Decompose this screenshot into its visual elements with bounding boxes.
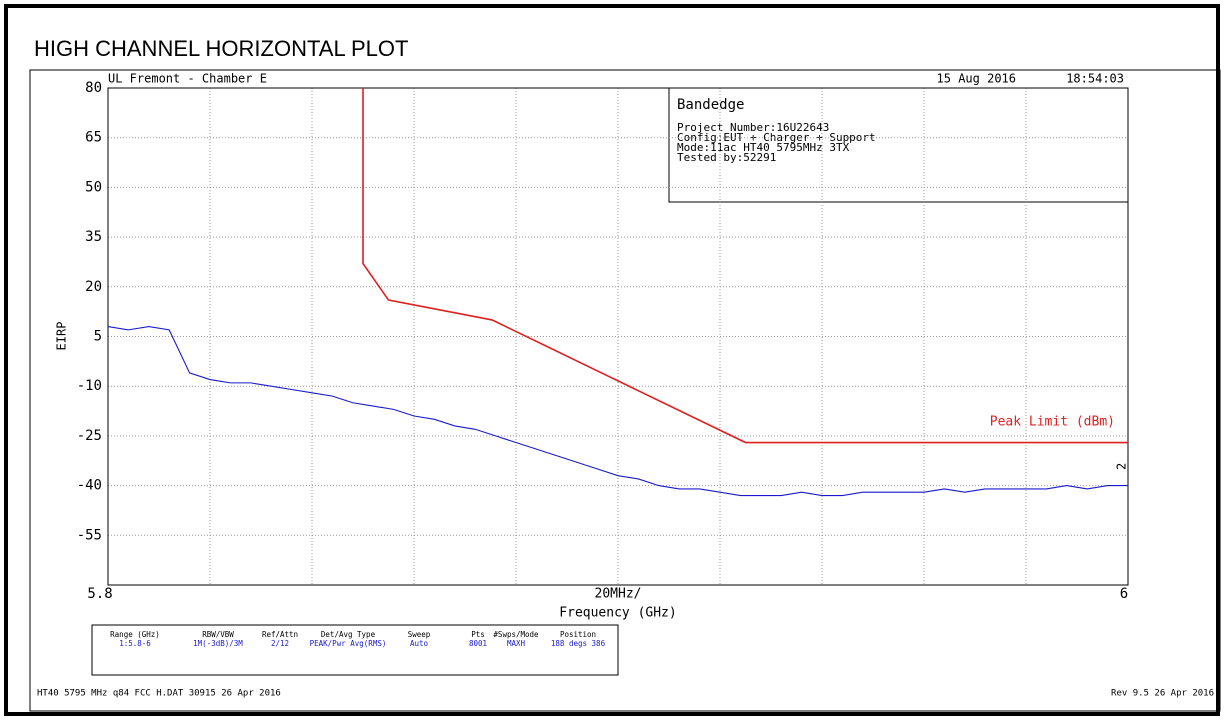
outer-frame (4, 4, 1220, 716)
footer-left: HT40 5795 MHz q84 FCC H.DAT 30915 26 Apr… (37, 689, 281, 699)
info-line: Config:EUT + Charger + Support (677, 131, 876, 144)
settings-value: 8001 (469, 639, 487, 648)
y-tick-label: 20 (85, 279, 102, 295)
header-time: 18:54:03 (1066, 72, 1124, 86)
series-line (362, 88, 1128, 444)
legend-label: Peak Limit (dBm) (990, 415, 1115, 430)
settings-value: PEAK/Pwr Avg(RMS) (310, 639, 387, 648)
info-box: Bandedge Project Number:16U22643Config:E… (668, 87, 1129, 203)
settings-value: 1:5.8-6 (119, 639, 151, 648)
settings-header: #Swps/Mode (493, 630, 539, 639)
settings-box (91, 624, 619, 676)
x-axis-label: Frequency (GHz) (559, 606, 676, 621)
series-line (107, 326, 1128, 497)
x-tick-label: 6 (1120, 586, 1128, 602)
settings-header: Range (GHz) (110, 630, 160, 639)
plot-page-frame (29, 69, 1221, 712)
x-scale-label: 20MHz/ (595, 587, 642, 602)
y-tick-label: 80 (85, 80, 102, 96)
y-tick-label: -10 (77, 378, 102, 394)
info-line: Tested by:52291 (677, 151, 776, 164)
y-tick-label: -55 (77, 527, 102, 543)
trace-marker: 2 (1115, 463, 1129, 470)
info-line: Project Number:16U22643 (677, 121, 829, 134)
header-left: UL Fremont - Chamber E (108, 72, 267, 86)
settings-value: 1M(-3dB)/3M (193, 639, 243, 648)
chart-title: HIGH CHANNEL HORIZONTAL PLOT (34, 36, 408, 61)
settings-header: Position (560, 630, 596, 639)
settings-value: 2/12 (271, 639, 289, 648)
plot-frame (107, 87, 1129, 586)
y-tick-label: 35 (85, 229, 102, 245)
y-tick-label: -40 (77, 478, 102, 494)
info-box-frame (668, 87, 1129, 203)
x-tick-label: 5.8 (87, 586, 112, 602)
settings-value: 188 degs 386 (551, 639, 606, 648)
header-date: 15 Aug 2016 (937, 72, 1016, 86)
settings-header: Ref/Attn (262, 630, 298, 639)
footer-right: Rev 9.5 26 Apr 2016 (1111, 689, 1214, 699)
settings-header: RBW/VBW (202, 630, 234, 639)
info-line: Mode:11ac HT40 5795MHz 3TX (677, 141, 850, 154)
y-tick-label: 5 (94, 329, 102, 345)
y-axis-label: EIRP (55, 322, 69, 351)
settings-value: Auto (410, 639, 429, 648)
settings-header: Pts (471, 630, 485, 639)
settings-header: Sweep (408, 630, 431, 639)
y-tick-label: 65 (85, 130, 102, 146)
settings-header: Det/Avg Type (321, 630, 376, 639)
settings-value: MAXH (507, 639, 526, 648)
y-tick-label: 50 (85, 179, 102, 195)
info-title: Bandedge (677, 97, 744, 113)
y-tick-label: -25 (77, 428, 102, 444)
